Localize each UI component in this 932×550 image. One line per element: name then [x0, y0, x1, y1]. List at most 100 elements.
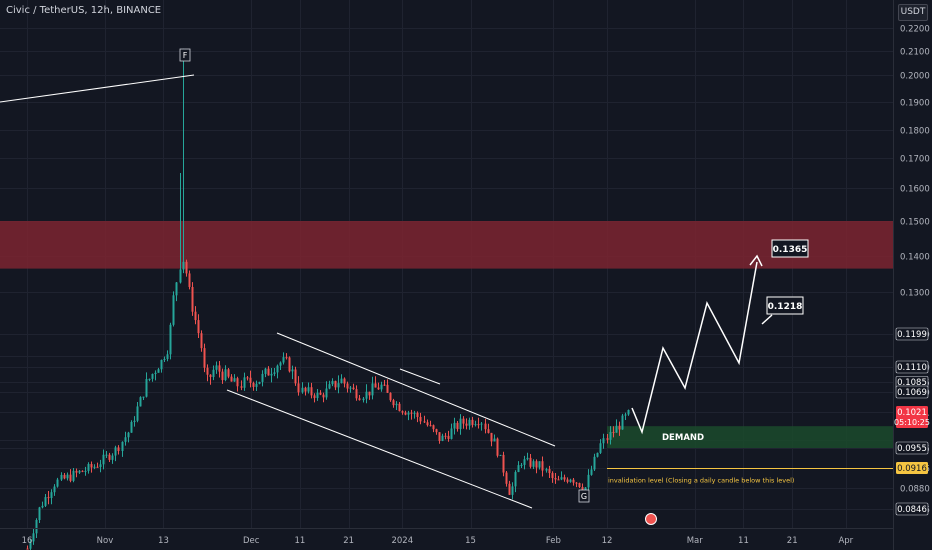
candle-body — [557, 479, 560, 481]
candle-body — [413, 412, 416, 414]
candle-body — [609, 431, 612, 440]
price-tick-label: 0.1600 — [900, 185, 930, 195]
candle-body — [301, 387, 304, 393]
target-box — [771, 239, 809, 258]
candle-body — [249, 377, 252, 383]
time-tick-label: 15 — [465, 536, 476, 546]
candle-body — [41, 505, 44, 508]
event-icon[interactable] — [645, 513, 657, 525]
price-label-value: 0.0916 — [897, 464, 927, 474]
candle-body — [182, 261, 185, 270]
price-tick-label: 0.1700 — [900, 155, 930, 165]
candle-body — [392, 400, 395, 406]
price-tick-label: 0.2100 — [900, 48, 930, 58]
candle-body — [35, 519, 38, 534]
candle-body — [529, 457, 532, 467]
price-countdown: 05:10:25 — [894, 418, 930, 427]
price-label-value: 0.1199 — [897, 330, 927, 340]
candle-body — [53, 486, 56, 493]
candle-body — [191, 286, 194, 312]
candle-body — [484, 423, 487, 430]
candles — [26, 48, 630, 550]
candle-body — [560, 477, 563, 480]
candle-body — [163, 358, 166, 360]
candle-body — [343, 378, 346, 384]
candle-body — [105, 454, 108, 456]
candle-body — [227, 369, 230, 377]
price-label-value: 0.1085 — [897, 378, 927, 388]
candle-body — [60, 474, 63, 480]
candle-body — [188, 273, 191, 287]
candle-body — [78, 470, 81, 473]
projection-path — [631, 261, 758, 435]
price-tick-label: 0.2200 — [900, 25, 930, 35]
time-tick-label: 2024 — [391, 536, 413, 546]
candle-body — [209, 374, 212, 378]
candle-body — [490, 432, 493, 442]
candle-body — [581, 487, 584, 491]
price-axis[interactable]: 0.0846 0.0880 0.0916 0.0955 0.1021 0.10690.10… — [894, 25, 930, 516]
candle-body — [69, 474, 72, 481]
candle-body — [535, 461, 538, 468]
candle-body — [493, 438, 496, 442]
candle-body — [502, 454, 505, 473]
price-label-box — [895, 327, 929, 341]
candle-body — [151, 373, 154, 379]
candle-body — [93, 466, 96, 468]
candle-body — [407, 412, 410, 415]
candle-body — [258, 381, 261, 384]
time-axis[interactable]: 16 Nov 13 Dec 11 21 2024 15 Feb 12 Mar 11 21 Apr — [22, 536, 854, 546]
candle-body — [185, 261, 188, 274]
candle-body — [401, 411, 404, 413]
candle-body — [56, 479, 59, 487]
candle-body — [438, 432, 441, 441]
candle-body — [584, 487, 587, 491]
candle-body — [444, 435, 447, 437]
price-tick-label: 0.1300 — [900, 289, 930, 299]
candle-body — [154, 372, 157, 374]
candle-body — [435, 429, 438, 433]
candle-body — [243, 377, 246, 388]
candle-body — [240, 386, 243, 388]
candle-body — [593, 456, 596, 470]
target-box — [766, 296, 804, 315]
candle-body — [139, 397, 142, 407]
candle-body — [44, 497, 47, 506]
candle-body — [346, 383, 349, 389]
target-pointer — [761, 314, 773, 325]
candle-body — [29, 541, 32, 549]
candle-body — [96, 466, 99, 468]
candle-body — [523, 459, 526, 465]
candle-body — [38, 507, 41, 520]
candle-body — [276, 365, 279, 373]
candle-body — [551, 473, 554, 479]
candle-body — [267, 368, 270, 376]
currency-button[interactable]: USDT — [898, 4, 928, 21]
candle-body — [368, 391, 371, 396]
candle-body — [117, 447, 120, 452]
candle-body — [282, 357, 285, 363]
candle-body — [340, 378, 343, 384]
candle-body — [538, 461, 541, 468]
candle-body — [627, 410, 630, 415]
candle-body — [108, 454, 111, 460]
candle-body — [465, 423, 468, 426]
candle-body — [270, 373, 273, 376]
time-tick-label: 21 — [343, 536, 354, 546]
candle-body — [160, 359, 163, 370]
candle-body — [621, 415, 624, 430]
candle-body — [526, 457, 529, 460]
channel-lower-line — [226, 389, 533, 509]
candle-body — [246, 377, 249, 379]
candle-body — [419, 417, 422, 422]
candle-body — [358, 398, 361, 401]
candle-body — [75, 470, 78, 473]
candle-body — [215, 365, 218, 370]
candle-body — [587, 474, 590, 488]
candle-body — [612, 431, 615, 433]
candle-body — [316, 392, 319, 399]
time-tick-label: Nov — [97, 536, 114, 546]
candle-body — [291, 369, 294, 372]
candle-body — [423, 421, 426, 423]
